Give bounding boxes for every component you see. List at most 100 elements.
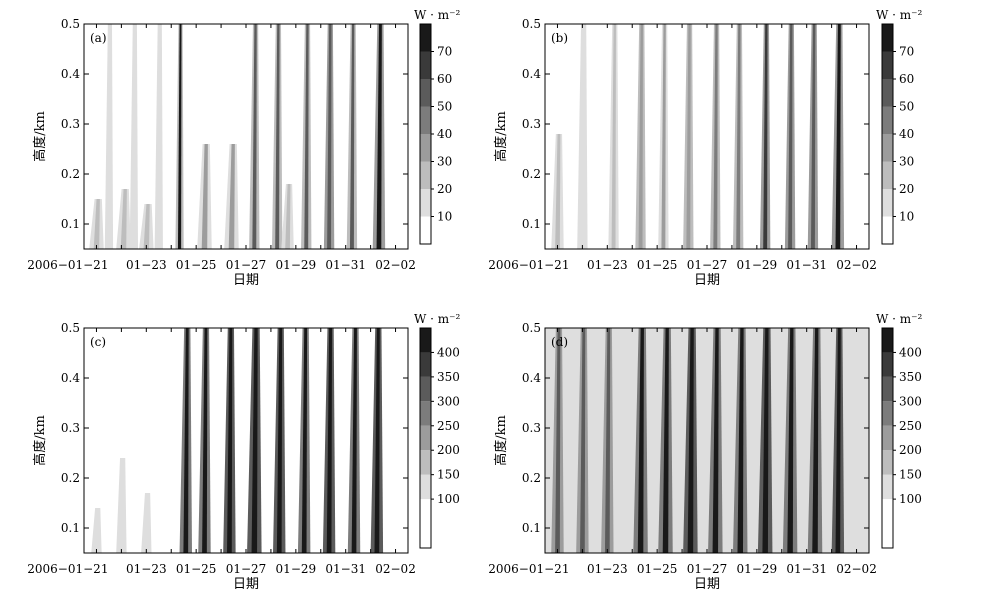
y-tick-label: 0.5 (61, 17, 80, 31)
band-core-12 (835, 24, 841, 249)
x-tick-label: 01−31 (786, 562, 827, 576)
y-axis-label: 高度/km (32, 111, 48, 162)
band-core-9 (763, 24, 768, 249)
x-tick-label: 01−23 (126, 562, 167, 576)
colorbar-tick-label: 10 (899, 210, 914, 224)
band-core-12 (374, 328, 380, 553)
x-tick-label: 01−29 (276, 258, 317, 272)
x-tick-label: 01−23 (126, 258, 167, 272)
colorbar-tick-label: 200 (437, 443, 460, 457)
colorbar-segment (420, 134, 431, 162)
colorbar-tick-label: 50 (899, 100, 914, 114)
x-axis-label: 日期 (233, 273, 259, 288)
band-core-8 (736, 24, 741, 249)
y-tick-label: 0.1 (61, 217, 80, 231)
colorbar-segment (420, 79, 431, 107)
band-core-12 (835, 328, 841, 553)
y-tick-label: 0.1 (522, 217, 541, 231)
band-core-8 (201, 144, 208, 249)
x-tick-label: 01−27 (226, 258, 267, 272)
colorbar-segment (420, 328, 431, 353)
colorbar: 10 20 30 40 50 60 70 W · m⁻² (876, 8, 922, 245)
x-tick-label: 01−23 (587, 258, 628, 272)
contour-bands (91, 328, 384, 553)
y-tick-label: 0.4 (61, 371, 80, 385)
colorbar-segment (882, 328, 893, 353)
colorbar-tick-label: 30 (899, 155, 914, 169)
colorbar-tick-label: 60 (437, 72, 452, 86)
colorbar-segment (882, 376, 893, 402)
x-tick-label: 01−31 (325, 562, 366, 576)
colorbar-segment (882, 189, 893, 217)
band-core-6 (686, 24, 691, 249)
colorbar-tick-label: 300 (437, 394, 460, 408)
colorbar-frame (419, 327, 432, 549)
x-tick-label: 02−02 (375, 258, 416, 272)
band-core-3 (611, 24, 616, 249)
panel-b: 0.1 0.2 0.3 0.4 0.5 2006−01−21 01−23 01−25 01−27… (488, 8, 922, 288)
band-core-7 (251, 328, 258, 553)
x-tick-label: 2006−01−21 (27, 562, 108, 576)
colorbar-segment (420, 499, 431, 548)
panel-label: (d) (551, 335, 568, 349)
band-core-9 (762, 328, 769, 553)
x-axis-label: 日期 (233, 577, 259, 592)
colorbar-tick-label: 20 (899, 182, 914, 196)
band-core-12 (285, 184, 291, 249)
band-core-2 (580, 24, 585, 249)
colorbar-segment (420, 189, 431, 217)
contour-bands (551, 328, 845, 553)
colorbar-segment (882, 79, 893, 107)
band-core-1 (555, 328, 561, 553)
colorbar-segment (420, 425, 431, 451)
band-core-11 (351, 328, 357, 553)
band-core-11 (810, 24, 816, 249)
band-core-15 (349, 24, 355, 249)
plot-background (545, 24, 869, 249)
colorbar-segment (420, 376, 431, 402)
band-core-7 (713, 24, 718, 249)
y-tick-label: 0.1 (61, 521, 80, 535)
colorbar-segment (882, 134, 893, 162)
band-core-1 (93, 199, 100, 249)
colorbar-segment (882, 106, 893, 134)
x-tick-label: 01−25 (176, 562, 217, 576)
y-tick-label: 0.5 (522, 321, 541, 335)
colorbar-segment (882, 352, 893, 377)
x-tick-label: 01−27 (226, 562, 267, 576)
colorbar-tick-label: 100 (437, 492, 460, 506)
colorbar-segment (882, 450, 893, 475)
band-core-6 (157, 24, 161, 249)
colorbar-frame (881, 327, 894, 549)
colorbar-segment (420, 401, 431, 426)
band-core-10 (788, 24, 793, 249)
band-core-10 (252, 24, 257, 249)
y-tick-label: 0.3 (522, 117, 541, 131)
y-tick-label: 0.5 (61, 321, 80, 335)
band-core-1 (94, 508, 99, 553)
colorbar-tick-label: 300 (899, 394, 922, 408)
panel-label: (c) (90, 335, 106, 349)
colorbar-segment (420, 352, 431, 377)
band-core-6 (227, 328, 233, 553)
band-core-4 (132, 24, 136, 249)
band-core-14 (327, 24, 332, 249)
x-tick-label: 01−25 (637, 562, 678, 576)
colorbar-segment (882, 24, 893, 52)
colorbar-segment (420, 51, 431, 79)
colorbar-segment (882, 161, 893, 189)
y-axis-label: 高度/km (493, 415, 509, 466)
y-tick-label: 0.4 (61, 67, 80, 81)
colorbar-unit: W · m⁻² (414, 312, 460, 326)
colorbar-segment (882, 216, 893, 244)
colorbar-tick-label: 200 (899, 443, 922, 457)
colorbar-segment (420, 161, 431, 189)
colorbar-tick-label: 10 (437, 210, 452, 224)
y-tick-label: 0.1 (522, 521, 541, 535)
colorbar-tick-label: 350 (899, 370, 922, 384)
y-tick-label: 0.3 (61, 117, 80, 131)
band-core-9 (301, 328, 308, 553)
band-core-3 (144, 493, 149, 553)
colorbar-tick-label: 60 (899, 72, 914, 86)
band-core-16 (376, 24, 382, 249)
